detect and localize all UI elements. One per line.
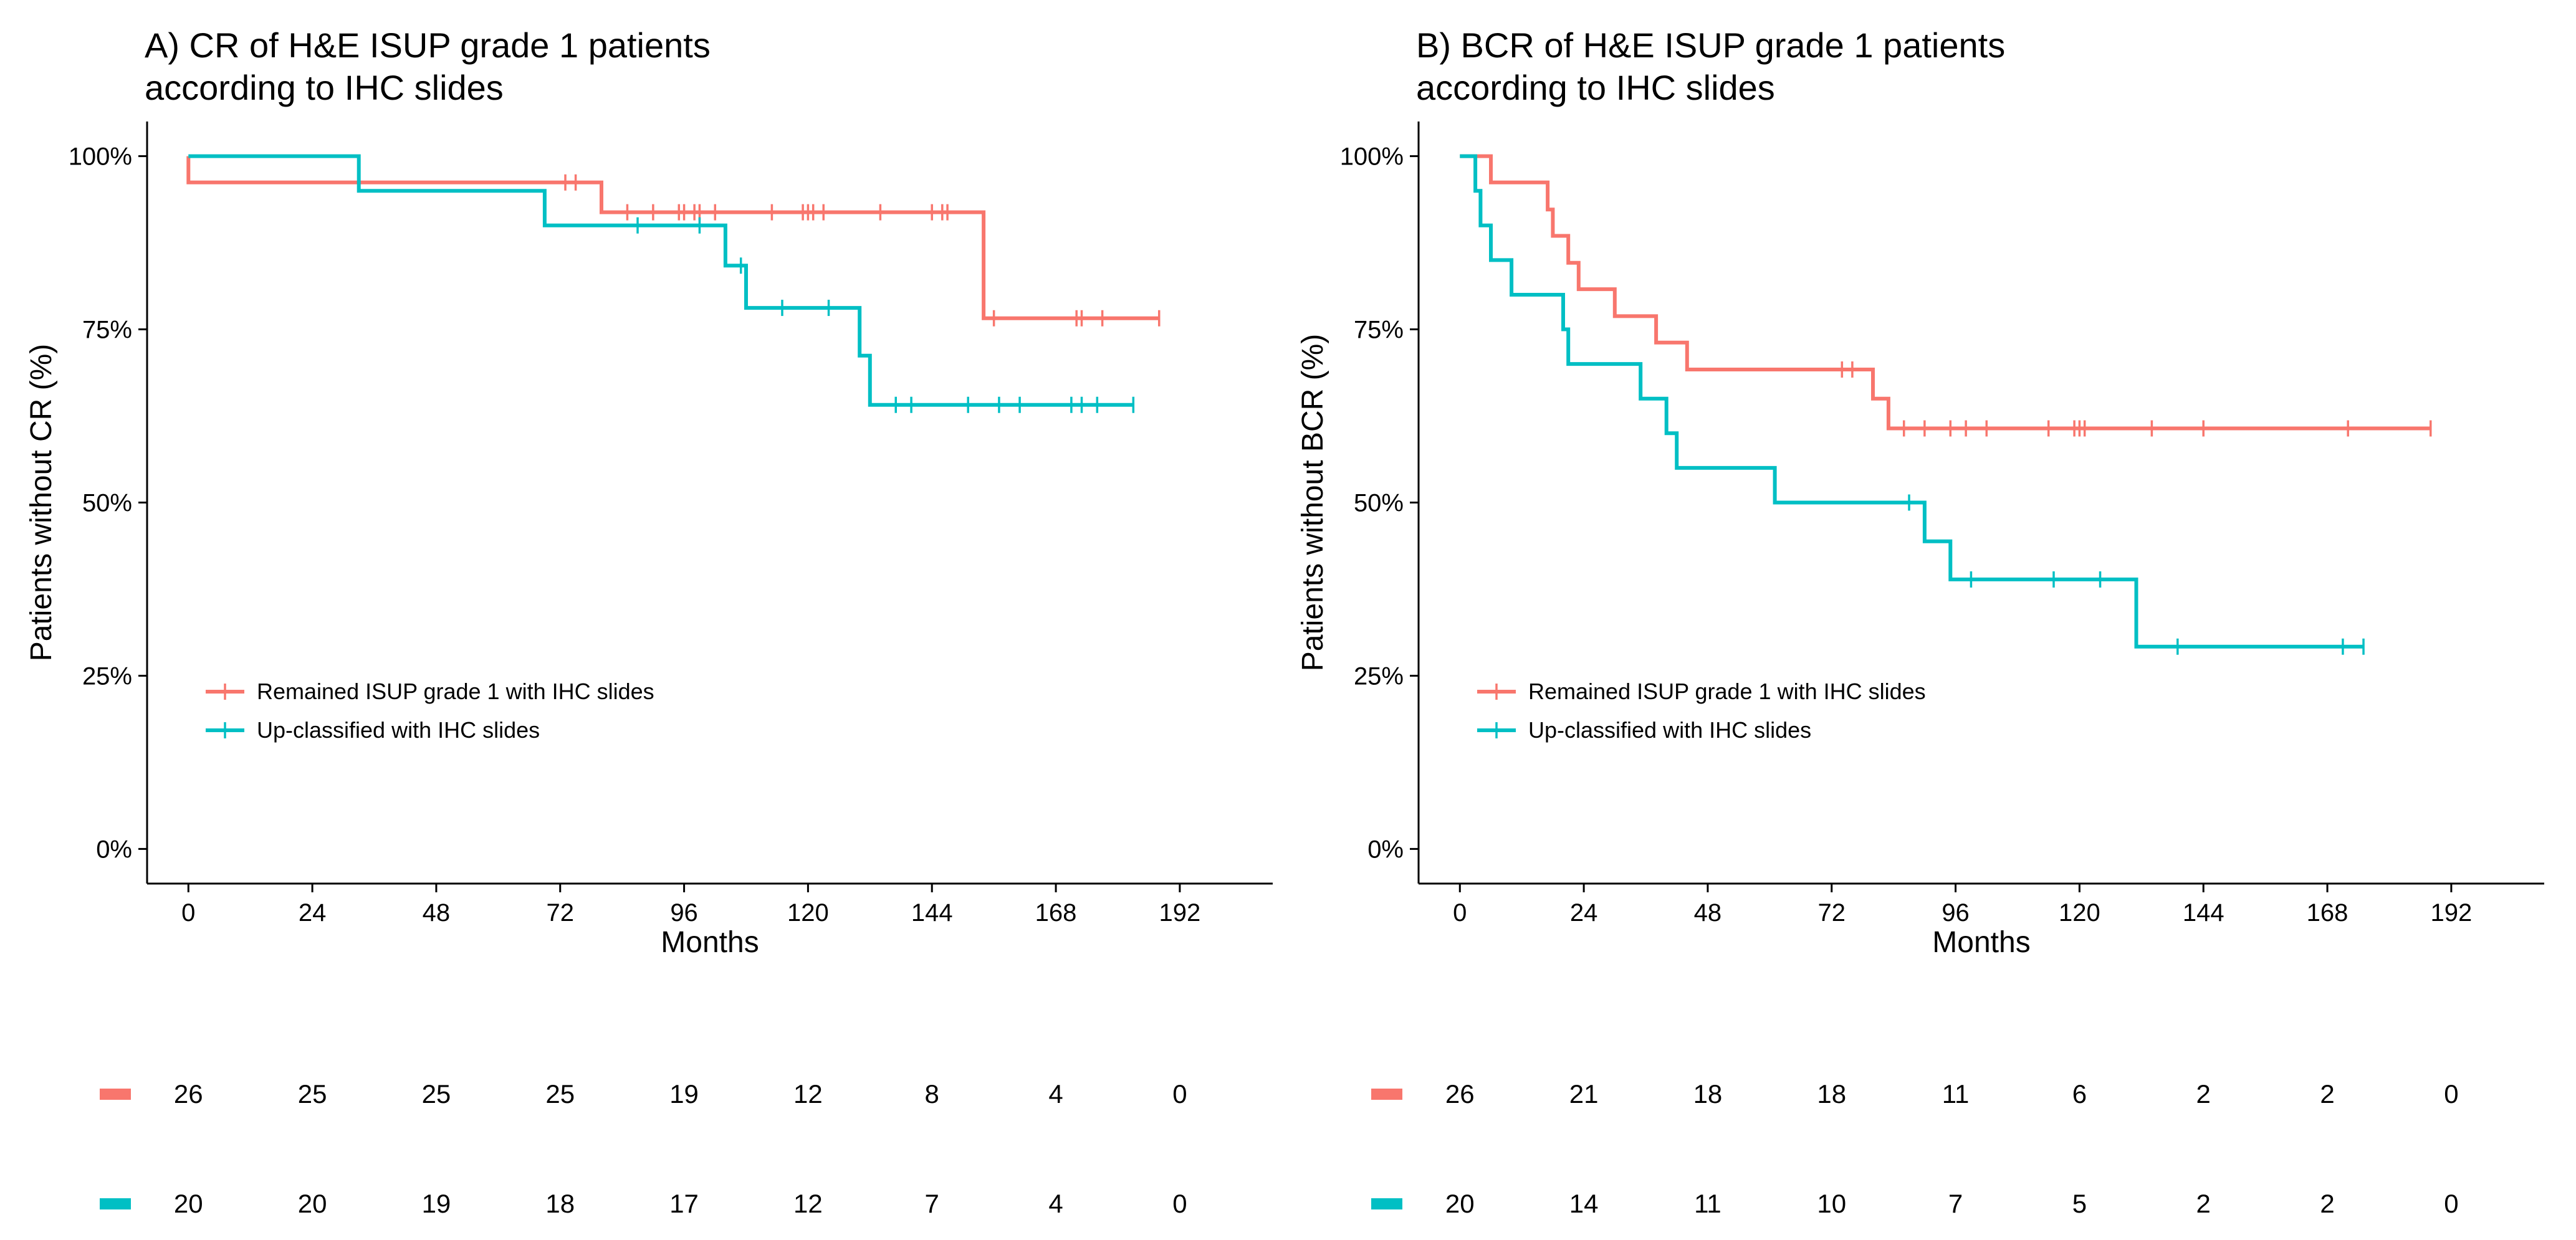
x-tick-label: 72 (1818, 899, 1846, 927)
risk-count: 11 (1942, 1079, 1970, 1109)
risk-count: 5 (2072, 1189, 2087, 1218)
x-tick-label: 192 (1159, 899, 1201, 927)
chart-title-line-2: according to IHC slides (145, 68, 504, 107)
risk-count: 0 (1172, 1189, 1187, 1218)
y-tick-label: 75% (1354, 317, 1404, 344)
chart-panel-a: A) CR of H&E ISUP grade 1 patients accor… (25, 26, 1273, 1218)
legend-label: Remained ISUP grade 1 with IHC slides (1528, 679, 1926, 704)
risk-count: 0 (1172, 1079, 1187, 1109)
risk-count: 19 (422, 1189, 451, 1218)
survival-curve-upclassified (1460, 154, 2363, 649)
risk-count: 7 (925, 1189, 939, 1218)
x-tick-label: 48 (1694, 899, 1722, 927)
x-tick-label: 24 (1570, 899, 1598, 927)
y-axis-title: Patients without BCR (%) (1296, 334, 1329, 672)
chart-title-line-1: B) BCR of H&E ISUP grade 1 patients (1416, 26, 2005, 65)
risk-count: 18 (1817, 1079, 1846, 1109)
x-tick-label: 96 (670, 899, 698, 927)
x-tick-label: 0 (1453, 899, 1467, 927)
risk-count: 7 (1948, 1189, 1963, 1218)
risk-count: 2 (2320, 1079, 2334, 1109)
x-tick-label: 72 (547, 899, 575, 927)
risk-count: 2 (2320, 1189, 2334, 1218)
risk-count: 10 (1817, 1189, 1846, 1218)
risk-count: 26 (1445, 1079, 1475, 1109)
risk-count: 2 (2196, 1189, 2211, 1218)
y-tick-label: 50% (1354, 490, 1404, 517)
risk-count: 11 (1694, 1189, 1721, 1218)
x-axis-title: Months (1932, 926, 2030, 959)
risk-row-color-key (100, 1089, 131, 1100)
risk-count: 20 (298, 1189, 327, 1218)
chart-title-line-2: according to IHC slides (1416, 68, 1775, 107)
risk-count: 26 (174, 1079, 203, 1109)
risk-row-color-key (1371, 1089, 1402, 1100)
risk-count: 18 (1693, 1079, 1723, 1109)
y-tick-label: 100% (1340, 143, 1404, 171)
y-tick-label: 0% (1367, 836, 1404, 863)
risk-count: 14 (1569, 1189, 1599, 1218)
x-tick-label: 144 (2183, 899, 2224, 927)
legend-label: Up-classified with IHC slides (1528, 717, 1811, 743)
x-tick-label: 0 (181, 899, 195, 927)
risk-count: 25 (298, 1079, 327, 1109)
legend-label: Up-classified with IHC slides (257, 717, 540, 743)
survival-curve-upclassified (188, 154, 1134, 407)
risk-count: 8 (925, 1079, 939, 1109)
risk-count: 12 (793, 1079, 823, 1109)
x-tick-label: 96 (1942, 899, 1970, 927)
risk-count: 17 (669, 1189, 699, 1218)
chart-panel-b: B) BCR of H&E ISUP grade 1 patients acco… (1296, 26, 2544, 1218)
x-tick-label: 168 (1035, 899, 1077, 927)
x-axis-title: Months (661, 926, 759, 959)
x-tick-label: 48 (423, 899, 451, 927)
legend-label: Remained ISUP grade 1 with IHC slides (257, 679, 654, 704)
y-tick-label: 50% (82, 490, 132, 517)
risk-count: 2 (2196, 1079, 2211, 1109)
risk-count: 21 (1569, 1079, 1599, 1109)
risk-count: 0 (2444, 1189, 2458, 1218)
x-tick-label: 120 (787, 899, 829, 927)
x-tick-label: 144 (911, 899, 953, 927)
y-tick-label: 100% (69, 143, 132, 171)
x-tick-label: 192 (2431, 899, 2473, 927)
y-tick-label: 75% (82, 317, 132, 344)
risk-count: 6 (2072, 1079, 2087, 1109)
risk-count: 19 (669, 1079, 699, 1109)
y-tick-label: 25% (82, 662, 132, 690)
risk-count: 20 (174, 1189, 203, 1218)
survival-curve-remained (1460, 154, 2431, 431)
risk-count: 25 (545, 1079, 575, 1109)
survival-curve-remained (186, 156, 1159, 320)
y-axis-title: Patients without CR (%) (25, 344, 58, 662)
risk-count: 4 (1048, 1189, 1063, 1218)
y-tick-label: 25% (1354, 662, 1404, 690)
chart-title-line-1: A) CR of H&E ISUP grade 1 patients (145, 26, 711, 65)
risk-count: 25 (422, 1079, 451, 1109)
x-tick-label: 24 (299, 899, 327, 927)
risk-row-color-key (1371, 1198, 1402, 1209)
risk-count: 0 (2444, 1079, 2458, 1109)
x-tick-label: 168 (2307, 899, 2349, 927)
x-tick-label: 120 (2059, 899, 2100, 927)
risk-count: 20 (1445, 1189, 1475, 1218)
risk-count: 18 (545, 1189, 575, 1218)
risk-count: 12 (793, 1189, 823, 1218)
risk-row-color-key (100, 1198, 131, 1209)
risk-count: 4 (1048, 1079, 1063, 1109)
y-tick-label: 0% (96, 836, 132, 863)
